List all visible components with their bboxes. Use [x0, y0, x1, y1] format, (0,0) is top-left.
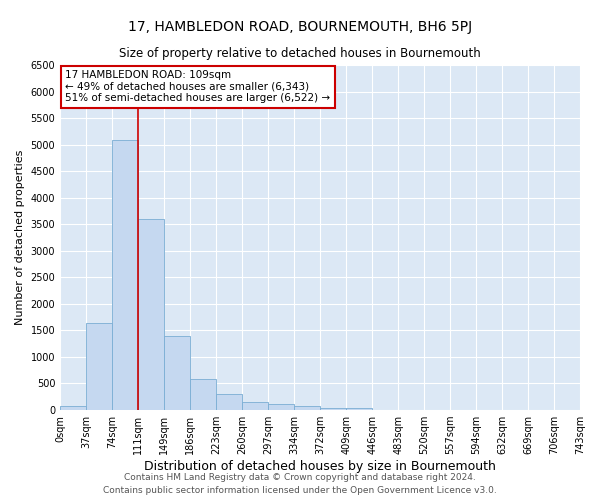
Bar: [268, 404, 294, 410]
Bar: [242, 402, 268, 410]
Bar: [60, 406, 86, 410]
Bar: [216, 394, 242, 410]
Text: 17 HAMBLEDON ROAD: 109sqm
← 49% of detached houses are smaller (6,343)
51% of se: 17 HAMBLEDON ROAD: 109sqm ← 49% of detac…: [65, 70, 331, 103]
Text: Contains HM Land Registry data © Crown copyright and database right 2024.
Contai: Contains HM Land Registry data © Crown c…: [103, 474, 497, 495]
Bar: [346, 408, 372, 410]
Bar: [190, 378, 216, 410]
Bar: [320, 408, 346, 410]
Bar: [138, 219, 164, 410]
Text: Size of property relative to detached houses in Bournemouth: Size of property relative to detached ho…: [119, 48, 481, 60]
Bar: [112, 140, 138, 410]
Y-axis label: Number of detached properties: Number of detached properties: [15, 150, 25, 325]
Bar: [294, 406, 320, 410]
Text: 17, HAMBLEDON ROAD, BOURNEMOUTH, BH6 5PJ: 17, HAMBLEDON ROAD, BOURNEMOUTH, BH6 5PJ: [128, 20, 472, 34]
Bar: [86, 324, 112, 410]
Bar: [164, 336, 190, 410]
X-axis label: Distribution of detached houses by size in Bournemouth: Distribution of detached houses by size …: [144, 460, 496, 473]
